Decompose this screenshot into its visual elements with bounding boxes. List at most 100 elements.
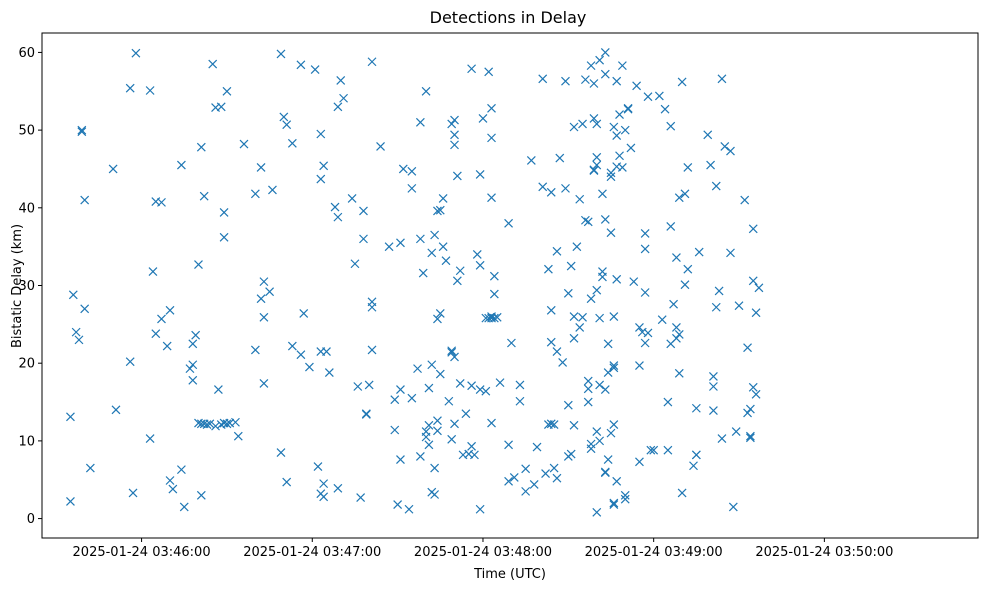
data-point xyxy=(427,248,437,258)
data-point xyxy=(467,64,477,74)
data-point xyxy=(635,323,644,332)
data-point xyxy=(467,441,477,451)
data-point xyxy=(85,463,95,473)
data-point xyxy=(654,91,664,101)
data-point xyxy=(347,194,357,203)
data-point xyxy=(455,266,465,276)
data-point xyxy=(694,247,704,257)
data-point xyxy=(125,83,135,93)
data-point xyxy=(569,420,579,430)
data-point xyxy=(367,302,377,312)
data-point xyxy=(108,164,118,174)
data-point xyxy=(543,264,553,274)
data-point xyxy=(717,74,727,84)
data-point xyxy=(745,404,755,414)
data-point xyxy=(77,125,87,135)
data-point xyxy=(572,242,582,252)
data-point xyxy=(728,502,738,512)
data-point xyxy=(731,427,741,436)
data-point xyxy=(176,160,186,170)
data-point xyxy=(558,357,568,367)
data-point xyxy=(546,419,556,429)
data-point xyxy=(176,465,186,475)
data-point xyxy=(620,490,630,500)
data-point xyxy=(487,193,496,203)
data-point xyxy=(740,195,750,205)
data-point xyxy=(194,260,203,269)
data-point xyxy=(526,155,536,165)
data-point xyxy=(663,397,673,407)
data-point xyxy=(600,47,610,57)
data-point xyxy=(256,294,266,304)
data-point xyxy=(552,347,562,356)
x-tick-label: 2025-01-24 03:47:00 xyxy=(243,545,381,560)
data-point xyxy=(592,285,602,295)
data-point xyxy=(563,400,573,410)
y-tick-label: 20 xyxy=(18,357,35,372)
data-point xyxy=(751,389,761,399)
data-point xyxy=(598,189,607,199)
data-point xyxy=(521,464,531,474)
data-point xyxy=(319,492,329,502)
data-point xyxy=(441,256,451,266)
data-point xyxy=(677,488,687,498)
data-point xyxy=(430,463,440,473)
data-point xyxy=(754,283,764,293)
data-point xyxy=(580,75,590,85)
data-point xyxy=(393,500,403,510)
data-point xyxy=(538,74,548,84)
data-point xyxy=(660,104,670,114)
data-point xyxy=(506,338,516,348)
data-point xyxy=(569,122,579,132)
data-point xyxy=(475,260,485,270)
data-point xyxy=(603,455,613,464)
data-point xyxy=(663,445,673,455)
data-point xyxy=(606,228,616,238)
data-point xyxy=(396,385,405,395)
data-point xyxy=(586,294,596,304)
data-point xyxy=(145,86,155,95)
data-point xyxy=(566,449,576,459)
data-point xyxy=(384,242,394,252)
data-point xyxy=(606,428,616,438)
data-point xyxy=(717,434,727,443)
data-point xyxy=(680,189,690,199)
data-point xyxy=(279,112,289,122)
data-point xyxy=(333,102,343,112)
data-point xyxy=(489,289,499,299)
data-point xyxy=(708,371,718,381)
data-point xyxy=(592,119,602,129)
data-point xyxy=(612,131,622,140)
data-point xyxy=(287,341,297,351)
data-point xyxy=(586,444,596,454)
data-point xyxy=(552,246,562,256)
data-point xyxy=(461,409,471,419)
data-point xyxy=(580,215,590,225)
data-point xyxy=(452,171,462,181)
data-point xyxy=(592,160,602,170)
x-tick-label: 2025-01-24 03:48:00 xyxy=(414,545,552,560)
data-point xyxy=(213,385,223,395)
data-point xyxy=(603,339,613,349)
data-point xyxy=(706,160,715,170)
data-point xyxy=(600,215,610,224)
data-point xyxy=(415,451,425,461)
data-point xyxy=(259,277,269,287)
data-point xyxy=(208,59,218,69)
data-point xyxy=(743,343,752,353)
data-point xyxy=(609,498,619,508)
data-point xyxy=(447,347,457,357)
data-point xyxy=(606,172,616,182)
data-point xyxy=(430,230,440,240)
data-point xyxy=(711,181,721,191)
data-point xyxy=(433,426,442,436)
data-point xyxy=(734,301,744,311)
data-point xyxy=(745,433,755,443)
y-axis-ticks: 0 10 20 30 40 50 60 xyxy=(18,46,42,527)
data-point xyxy=(438,194,448,203)
data-point xyxy=(674,368,684,378)
data-point xyxy=(211,421,220,431)
data-point xyxy=(165,476,175,485)
data-point xyxy=(674,193,684,203)
data-point xyxy=(80,195,90,205)
